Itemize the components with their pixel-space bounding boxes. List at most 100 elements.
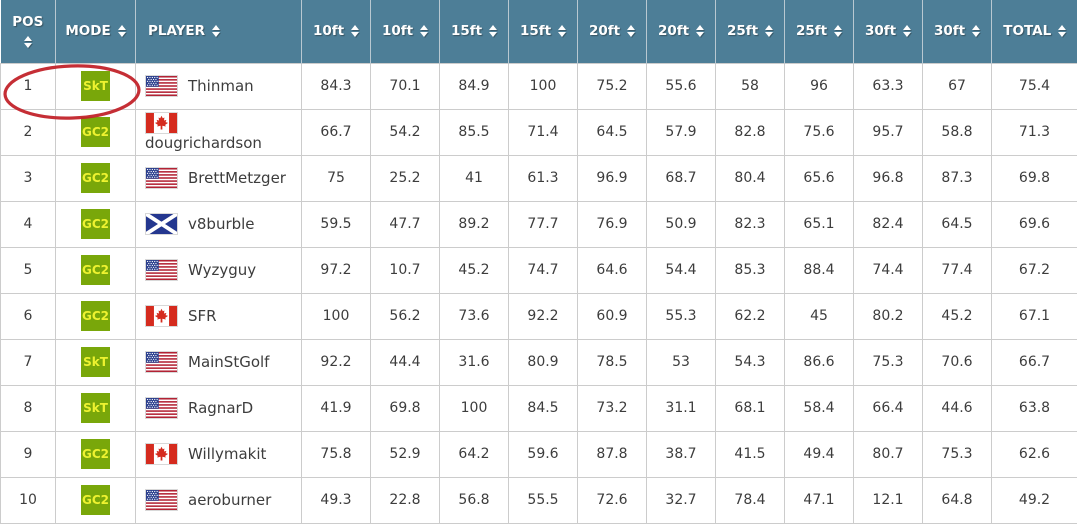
total-cell: 63.8: [991, 384, 1077, 432]
sort-icon[interactable]: [696, 25, 705, 38]
mode-badge: SkT: [81, 347, 110, 377]
sort-icon[interactable]: [558, 25, 567, 38]
score-cell: 73.6: [439, 292, 509, 340]
player-name[interactable]: BrettMetzger: [188, 169, 286, 187]
table-row: 10 GC2 aeroburner 49.3 22.8 56.8 55.5 72.6 32.7 7…: [0, 476, 1077, 524]
score-cell: 80.4: [715, 154, 785, 202]
column-header-15ft-2[interactable]: 15ft: [508, 0, 578, 63]
column-header-mode[interactable]: MODE: [55, 0, 136, 63]
score-cell: 49.4: [784, 430, 854, 478]
player-name[interactable]: SFR: [188, 307, 217, 325]
table-row: 8 SkT RagnarD 41.9 69.8 100 84.5 73.2 31.1 68.1 58…: [0, 384, 1077, 432]
mode-badge: GC2: [81, 209, 110, 239]
column-header-25ft-1[interactable]: 25ft: [715, 0, 785, 63]
sort-icon[interactable]: [23, 36, 32, 49]
sort-icon[interactable]: [489, 25, 498, 38]
total-cell: 71.3: [991, 108, 1077, 156]
pos-cell: 3: [0, 154, 56, 202]
sort-icon[interactable]: [212, 25, 221, 38]
player-name[interactable]: aeroburner: [188, 491, 272, 509]
score-cell: 41.5: [715, 430, 785, 478]
pos-cell: 1: [0, 62, 56, 110]
column-header-20ft-1[interactable]: 20ft: [577, 0, 647, 63]
player-cell: aeroburner: [135, 476, 302, 524]
score-cell: 71.4: [508, 108, 578, 156]
sort-icon[interactable]: [1058, 25, 1067, 38]
column-header-30ft-2[interactable]: 30ft: [922, 0, 992, 63]
table-row: 3 GC2 BrettMetzger 75 25.2 41 61.3 96.9 68.7 80.4…: [0, 154, 1077, 202]
player-name[interactable]: Wyzyguy: [188, 261, 257, 279]
score-cell: 63.3: [853, 62, 923, 110]
score-cell: 76.9: [577, 200, 647, 248]
score-cell: 74.7: [508, 246, 578, 294]
table-row: 4 GC2 v8burble 59.5 47.7 89.2 77.7 76.9 50.9 82.3…: [0, 200, 1077, 248]
united-states-flag-icon: [145, 259, 178, 281]
sort-icon[interactable]: [834, 25, 843, 38]
column-header-label: 15ft: [519, 23, 552, 40]
column-header-30ft-1[interactable]: 30ft: [853, 0, 923, 63]
sort-icon[interactable]: [627, 25, 636, 38]
score-cell: 62.2: [715, 292, 785, 340]
sort-icon[interactable]: [972, 25, 981, 38]
mode-cell: GC2: [55, 246, 136, 294]
total-cell: 49.2: [991, 476, 1077, 524]
score-cell: 57.9: [646, 108, 716, 156]
score-cell: 84.5: [508, 384, 578, 432]
score-cell: 68.1: [715, 384, 785, 432]
score-cell: 58.8: [922, 108, 992, 156]
player-name[interactable]: Willymakit: [188, 445, 267, 463]
canada-flag-icon: [145, 443, 178, 465]
score-cell: 72.6: [577, 476, 647, 524]
player-name[interactable]: Thinman: [188, 77, 254, 95]
column-header-player[interactable]: PLAYER: [135, 0, 302, 63]
score-cell: 47.7: [370, 200, 440, 248]
column-header-label: 10ft: [312, 23, 345, 40]
sort-icon[interactable]: [765, 25, 774, 38]
score-cell: 78.4: [715, 476, 785, 524]
column-header-10ft-2[interactable]: 10ft: [370, 0, 440, 63]
pos-cell: 4: [0, 200, 56, 248]
column-header-label: 20ft: [588, 23, 621, 40]
pos-cell: 2: [0, 108, 56, 156]
score-cell: 69.8: [370, 384, 440, 432]
pos-cell: 6: [0, 292, 56, 340]
score-cell: 64.2: [439, 430, 509, 478]
score-cell: 49.3: [301, 476, 371, 524]
player-name[interactable]: MainStGolf: [188, 353, 270, 371]
column-header-pos[interactable]: POS: [0, 0, 56, 63]
united-states-flag-icon: [145, 397, 178, 419]
column-header-15ft-1[interactable]: 15ft: [439, 0, 509, 63]
score-cell: 100: [508, 62, 578, 110]
column-header-25ft-2[interactable]: 25ft: [784, 0, 854, 63]
score-cell: 64.5: [577, 108, 647, 156]
mode-badge: GC2: [81, 485, 110, 515]
column-header-label: 15ft: [450, 23, 483, 40]
player-name[interactable]: dougrichardson: [145, 134, 262, 152]
sort-icon[interactable]: [351, 25, 360, 38]
mode-badge: SkT: [81, 393, 110, 423]
score-cell: 78.5: [577, 338, 647, 386]
score-cell: 45.2: [439, 246, 509, 294]
canada-flag-icon: [145, 112, 178, 134]
column-header-total[interactable]: TOTAL: [991, 0, 1077, 63]
score-cell: 75: [301, 154, 371, 202]
player-name[interactable]: v8burble: [188, 215, 255, 233]
player-cell: Thinman: [135, 62, 302, 110]
score-cell: 75.3: [853, 338, 923, 386]
player-cell: MainStGolf: [135, 338, 302, 386]
score-cell: 22.8: [370, 476, 440, 524]
column-header-10ft-1[interactable]: 10ft: [301, 0, 371, 63]
score-cell: 56.8: [439, 476, 509, 524]
column-header-20ft-2[interactable]: 20ft: [646, 0, 716, 63]
sort-icon[interactable]: [420, 25, 429, 38]
player-cell: BrettMetzger: [135, 154, 302, 202]
sort-icon[interactable]: [903, 25, 912, 38]
mode-cell: SkT: [55, 62, 136, 110]
score-cell: 85.3: [715, 246, 785, 294]
score-cell: 75.3: [922, 430, 992, 478]
sort-icon[interactable]: [117, 25, 126, 38]
player-name[interactable]: RagnarD: [188, 399, 254, 417]
united-states-flag-icon: [145, 75, 178, 97]
